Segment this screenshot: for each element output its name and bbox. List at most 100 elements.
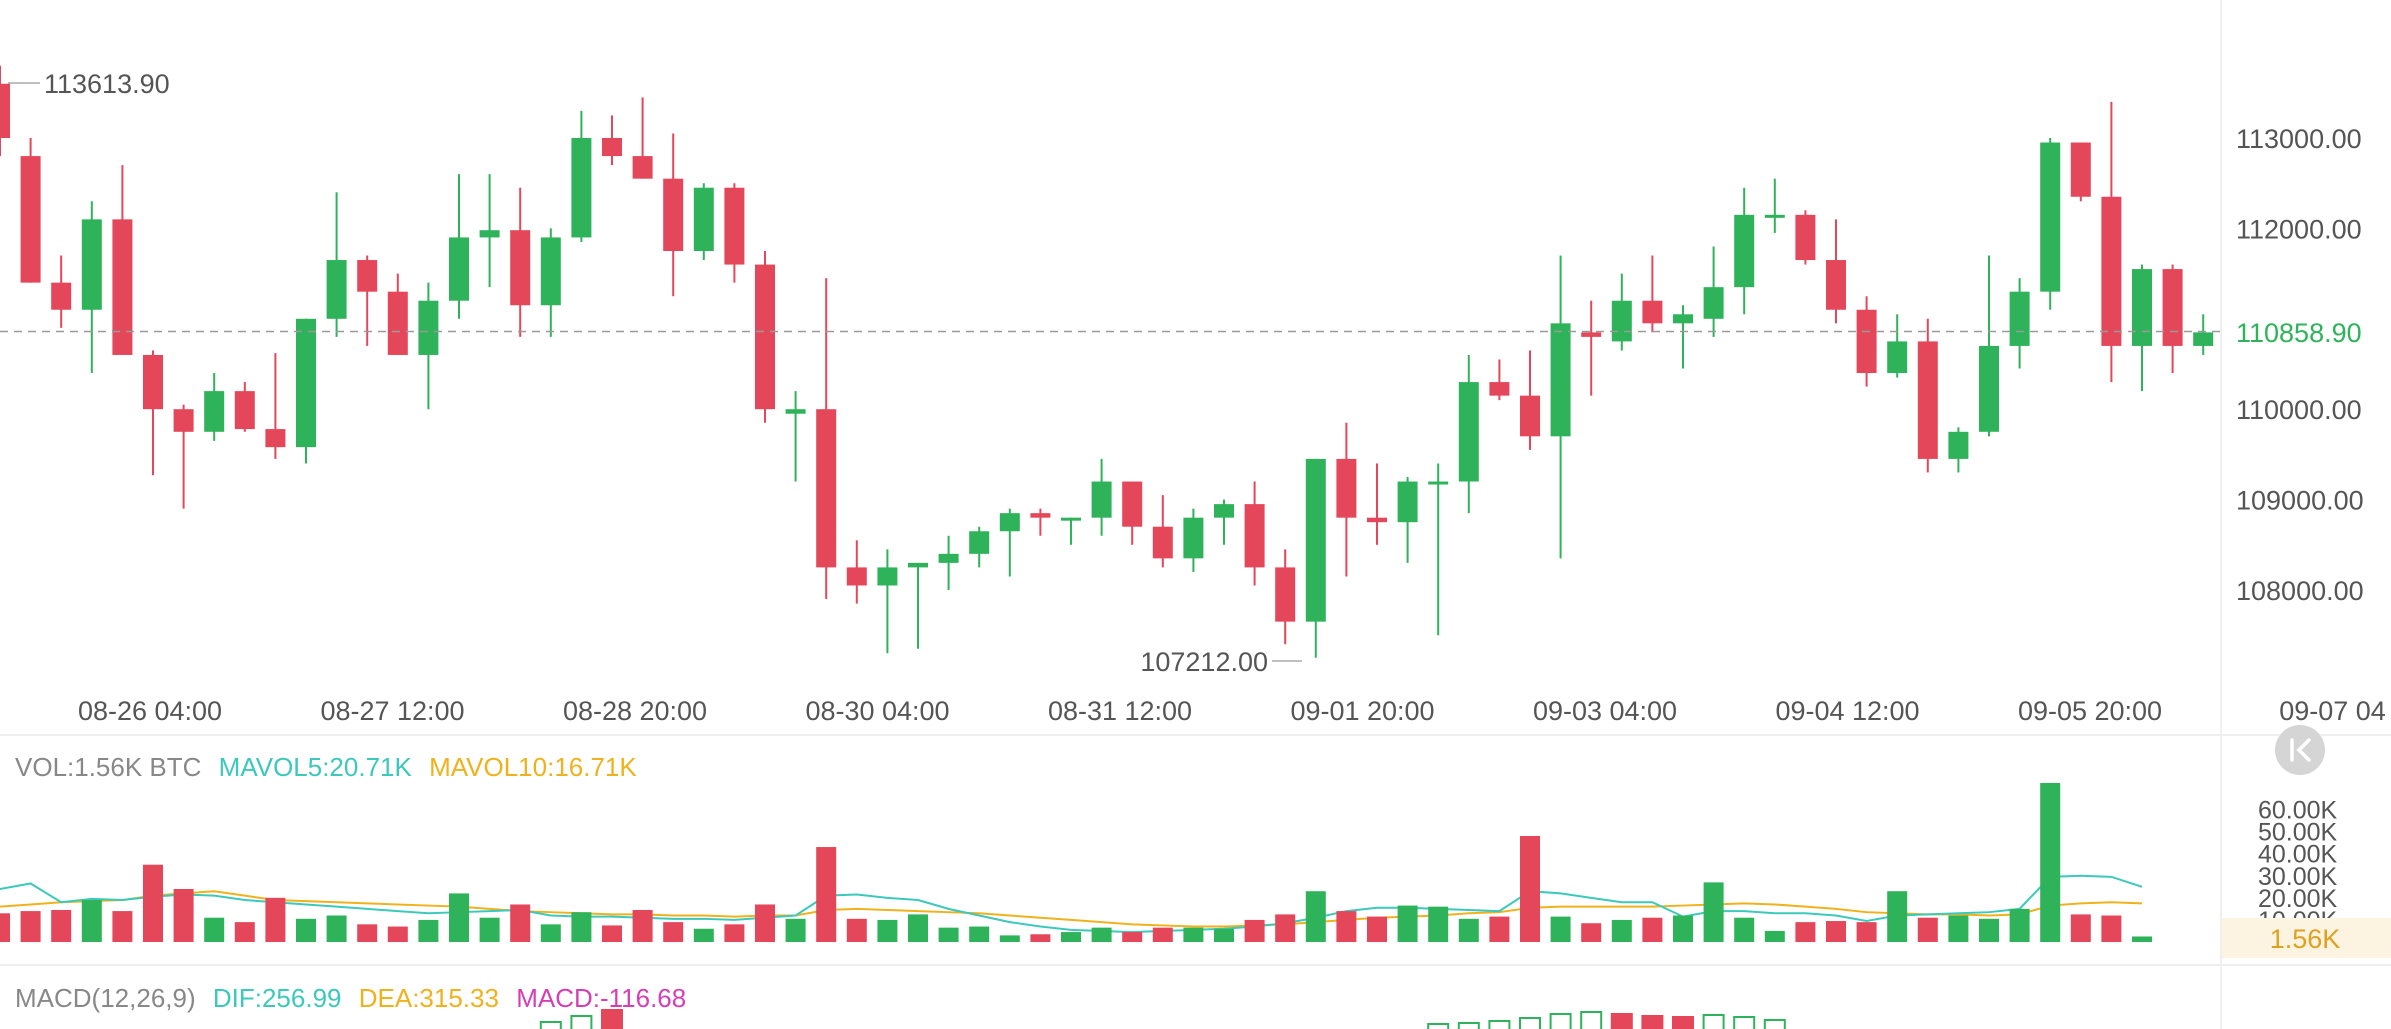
candle-body (0, 83, 10, 138)
candle (1061, 517, 1081, 545)
candle-body (1030, 513, 1051, 518)
macd-bar (1549, 1013, 1572, 1029)
volume-bar (0, 913, 10, 942)
macd-params-label: MACD(12,26,9) (15, 983, 196, 1013)
volume-bar (785, 918, 806, 942)
candle-body (387, 291, 408, 355)
candle-body (510, 230, 531, 306)
candle (755, 251, 775, 423)
candle-body (816, 409, 837, 568)
candle (1214, 499, 1234, 545)
candle (1091, 458, 1112, 536)
volume-bar (1244, 919, 1265, 942)
candle (1397, 477, 1418, 563)
macd-bar (1763, 1019, 1786, 1029)
volume-bar (1795, 922, 1816, 942)
candle-body (2070, 142, 2091, 197)
candle (1244, 481, 1265, 586)
candle (1336, 422, 1357, 577)
volume-bar (1887, 891, 1908, 942)
volume-bar (1030, 934, 1051, 942)
volume-bar (1183, 927, 1204, 942)
volume-bar (846, 918, 867, 942)
volume-axis-label: 20.00K (2258, 885, 2338, 913)
volume-bar (387, 926, 408, 942)
collapse-panel-button[interactable] (2275, 725, 2325, 775)
volume-axis-label: 40.00K (2258, 841, 2338, 869)
candle (234, 382, 255, 432)
candle (1550, 255, 1571, 559)
candle-body (1489, 382, 1510, 396)
volume-bar (296, 918, 316, 942)
dif-label: DIF:256.99 (213, 983, 342, 1013)
candle-body (2193, 332, 2214, 346)
max-price-label: 113613.90 (44, 69, 170, 99)
candle (1581, 300, 1602, 396)
time-axis-label: 09-01 20:00 (1290, 696, 1434, 726)
macd-histogram (539, 1009, 1786, 1029)
candle (1458, 354, 1479, 514)
candle-body (1703, 287, 1724, 319)
current-volume-tag: 1.56K (2270, 924, 2341, 954)
candle (20, 138, 41, 283)
time-axis-label: 09-05 20:00 (2018, 696, 2162, 726)
candle-body (1917, 341, 1938, 459)
candle (1856, 296, 1877, 387)
candle (510, 187, 531, 337)
volume-bar (1764, 930, 1785, 942)
time-axis-label: 08-26 04:00 (78, 696, 222, 726)
candle (1734, 187, 1755, 315)
candle (1030, 508, 1051, 536)
volume-bar (326, 915, 347, 942)
candle-body (1550, 323, 1571, 437)
candle-body (418, 300, 439, 355)
volume-bar (1458, 918, 1479, 942)
candle-body (938, 553, 959, 563)
candle-body (81, 219, 102, 310)
candle (877, 549, 898, 654)
time-axis-label: 08-31 12:00 (1048, 696, 1192, 726)
candle-body (969, 531, 990, 554)
macd-bar (1641, 1015, 1664, 1029)
volume-bar (1367, 916, 1387, 942)
candle (143, 350, 163, 476)
candle-body (1795, 214, 1816, 261)
candle-body (785, 409, 806, 414)
price-axis-label: 112000.00 (2236, 214, 2362, 244)
volume-bar (632, 909, 653, 942)
candle (846, 540, 867, 604)
candle-body (1122, 481, 1143, 527)
volume-bar (265, 897, 286, 942)
volume-bar (1611, 919, 1632, 942)
candle-body (143, 354, 163, 410)
volume-bar (999, 935, 1020, 942)
candle (2040, 138, 2061, 310)
candle (1826, 219, 1846, 324)
volume-bar (908, 914, 928, 942)
candle (1275, 549, 1296, 645)
candle-body (234, 391, 255, 430)
candle-body (1979, 345, 1999, 432)
candle-body (1887, 341, 1908, 374)
volume-bar (602, 925, 622, 942)
volume-bar (2101, 915, 2122, 942)
time-axis-label: 09-07 04 (2279, 696, 2386, 726)
volume-bar (724, 924, 745, 942)
macd-value-label: MACD:-116.68 (516, 983, 686, 1013)
macd-bar (1519, 1017, 1541, 1029)
volume-bar (1489, 916, 1510, 942)
volume-bar (1275, 914, 1296, 942)
candle (1642, 255, 1663, 333)
candle (1764, 178, 1785, 233)
candle (816, 278, 837, 600)
candle-body (571, 138, 592, 238)
candle (387, 273, 408, 355)
candle-body (296, 318, 316, 448)
candle-body (632, 156, 653, 179)
time-axis-label: 08-27 12:00 (320, 696, 464, 726)
macd-bar (1457, 1022, 1480, 1029)
volume-bar (418, 919, 439, 942)
volume-bar (81, 900, 102, 942)
candle (602, 115, 622, 166)
